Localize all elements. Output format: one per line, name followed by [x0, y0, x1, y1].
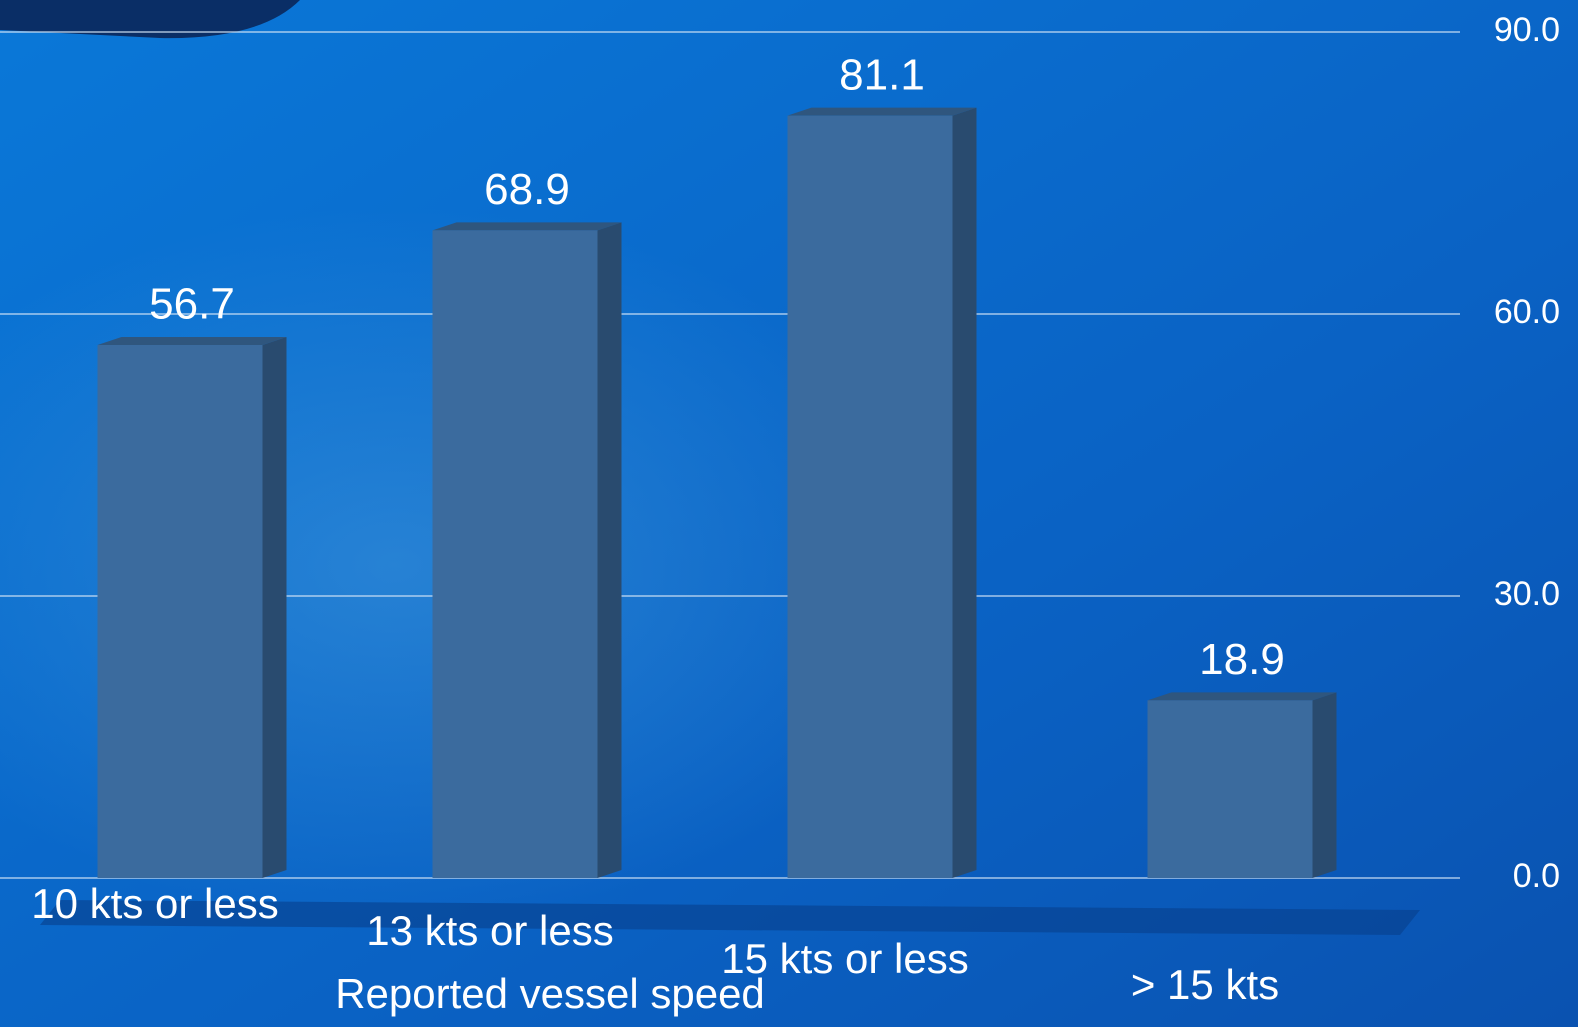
x-axis-title: Reported vessel speed [335, 970, 765, 1017]
bar [97, 345, 263, 878]
y-tick-label: 60.0 [1494, 293, 1560, 331]
value-label: 68.9 [484, 165, 570, 214]
bar-side [1312, 692, 1337, 878]
value-label: 56.7 [149, 280, 235, 329]
bar-top [1147, 692, 1337, 701]
y-tick-label: 0.0 [1513, 857, 1560, 895]
value-label: 18.9 [1199, 635, 1285, 684]
bar [432, 230, 598, 879]
x-tick-label: 13 kts or less [366, 907, 613, 954]
y-tick-label: 90.0 [1494, 11, 1560, 49]
whale-silhouette [0, 0, 300, 39]
bar [1147, 700, 1313, 878]
bar-top [787, 107, 977, 116]
x-tick-label: > 15 kts [1131, 961, 1279, 1008]
floor-shadow [40, 900, 1420, 935]
x-tick-label: 15 kts or less [721, 935, 968, 982]
bar-side [597, 222, 622, 879]
value-label: 81.1 [839, 50, 925, 99]
y-tick-label: 30.0 [1494, 575, 1560, 613]
x-tick-label: 10 kts or less [31, 880, 278, 927]
bar-side [262, 337, 287, 878]
bar [787, 115, 953, 878]
bar-top [432, 222, 622, 231]
bar-side [952, 107, 977, 878]
bar-top [97, 337, 287, 346]
